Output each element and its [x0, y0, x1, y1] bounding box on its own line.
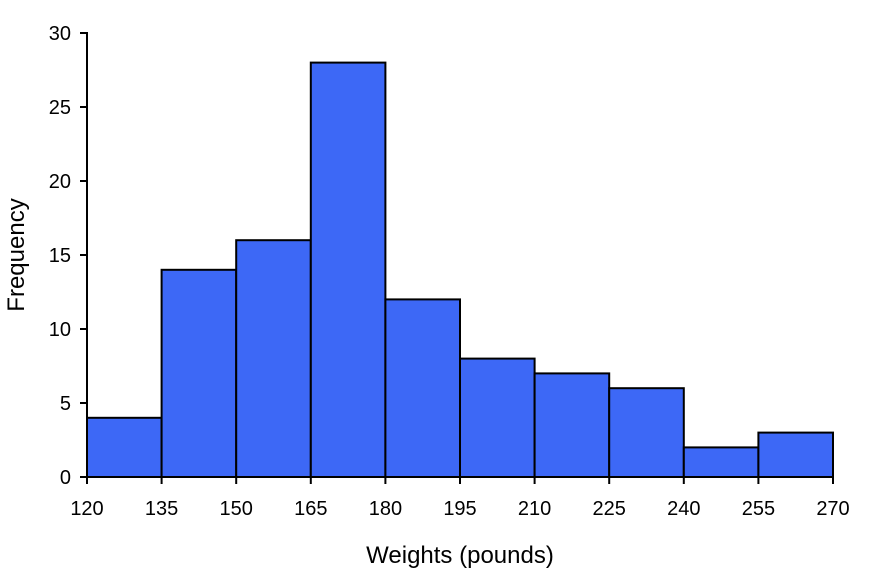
y-axis-title: Frequency	[3, 198, 30, 311]
y-tick-label: 15	[49, 245, 71, 267]
histogram-bar	[309, 61, 387, 478]
x-tick-label: 120	[70, 498, 103, 520]
x-axis-title: Weights (pounds)	[366, 542, 554, 569]
x-tick-label: 225	[593, 498, 626, 520]
x-ticks-group: 120 135 150 165 180 195 210 225 240 255 270	[70, 477, 850, 520]
x-tick-label: 270	[816, 498, 849, 520]
histogram-bar	[384, 298, 461, 478]
histogram-bar	[757, 431, 835, 479]
y-ticks-group: 0 5 10 15 20 25 30	[49, 23, 87, 489]
x-tick-label: 165	[294, 498, 327, 520]
histogram-bar	[235, 239, 312, 478]
histogram-bar	[160, 268, 238, 478]
x-tick-label: 135	[145, 498, 178, 520]
histogram-bar	[533, 372, 611, 478]
y-tick-label: 5	[60, 393, 71, 415]
x-tick-label: 195	[443, 498, 476, 520]
x-tick-label: 255	[742, 498, 775, 520]
histogram-bar	[682, 446, 760, 478]
y-tick-label: 20	[49, 171, 71, 193]
x-tick-label: 150	[220, 498, 253, 520]
y-tick-label: 25	[49, 97, 71, 119]
x-tick-label: 210	[518, 498, 551, 520]
histogram-bar	[608, 387, 685, 479]
y-tick-label: 30	[49, 23, 71, 45]
y-tick-label: 0	[60, 467, 71, 489]
x-tick-label: 180	[369, 498, 402, 520]
x-tick-label: 240	[667, 498, 700, 520]
histogram-bar	[86, 416, 163, 478]
bars-group	[86, 61, 835, 479]
histogram-bar	[459, 357, 536, 479]
y-tick-label: 10	[49, 319, 71, 341]
